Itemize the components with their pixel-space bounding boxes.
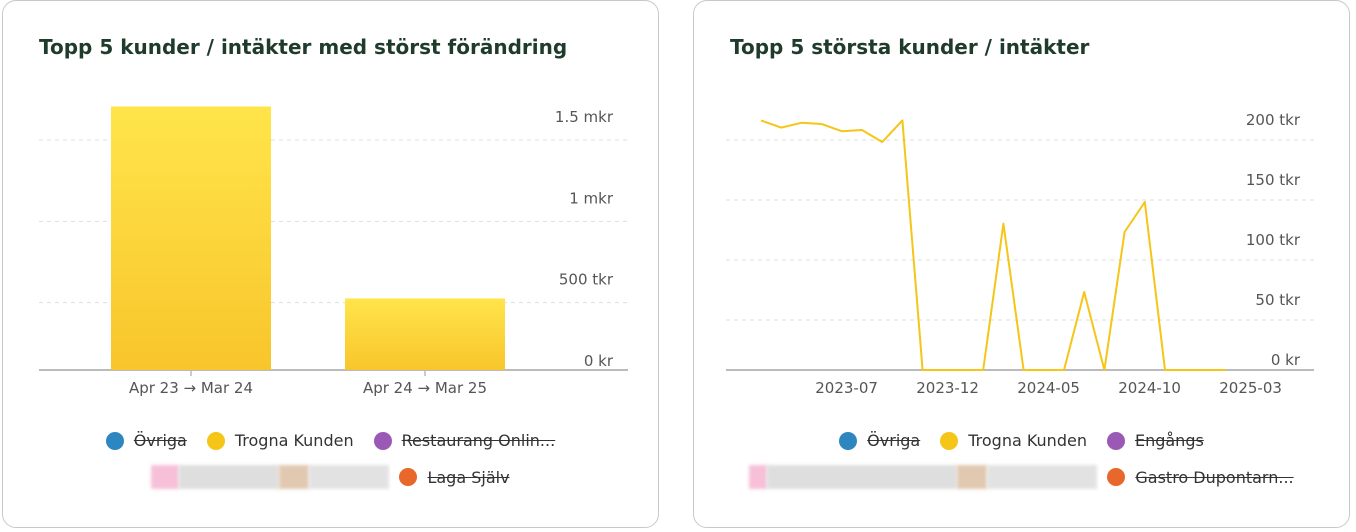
legend-label: Laga Själv: [427, 467, 510, 487]
x-tick-label: Apr 23 → Mar 24: [129, 379, 253, 397]
bar-chart: 0 kr 500 tkr 1 mkr 1.5 mkr Apr 23 → Mar 24 Ap…: [39, 106, 628, 397]
y-tick-label: 0 kr: [1271, 351, 1301, 369]
legend-label: Restaurang Onlin...: [401, 431, 556, 450]
legend-item-redacted[interactable]: [749, 465, 1098, 489]
y-tick-label: 1 mkr: [569, 189, 614, 207]
chart-card-largest: Topp 5 största kunder / intäkter 0 kr 50 …: [693, 0, 1350, 528]
redacted-block: [767, 465, 958, 489]
legend-dot: [1106, 431, 1125, 450]
legend-dot: [1107, 468, 1126, 486]
y-tick-label: 1.5 mkr: [555, 108, 614, 126]
chart-card-change: Topp 5 kunder / intäkter med störst förä…: [2, 0, 659, 528]
x-tick-label: 2023-07: [815, 379, 878, 397]
legend-item-trogna-kunden[interactable]: Trogna Kunden: [206, 431, 354, 450]
legend-dot: [839, 431, 858, 450]
y-tick-label: 500 tkr: [559, 271, 614, 289]
legend-label: Engångs: [1134, 431, 1204, 450]
chart-title: Topp 5 största kunder / intäkter: [730, 35, 1090, 59]
legend-item-ovriga[interactable]: Övriga: [105, 431, 187, 450]
legend-item-trogna-kunden[interactable]: Trogna Kunden: [940, 431, 1087, 450]
legend-item-gastro[interactable]: Gastro Dupontarn...: [1107, 467, 1294, 487]
legend-dot: [940, 431, 959, 450]
line-chart: 0 kr 50 tkr 100 tkr 150 tkr 200 tkr 2023-07 20…: [726, 111, 1314, 397]
legend-label: Gastro Dupontarn...: [1135, 467, 1294, 487]
redacted-block: [279, 465, 310, 489]
legend-label: Trogna Kunden: [234, 431, 354, 450]
redacted-block: [151, 465, 180, 489]
redacted-block: [749, 465, 768, 489]
x-tick-label: 2023-12: [916, 379, 979, 397]
legend-label: Övriga: [133, 431, 187, 450]
legend-item-laga-sjalv[interactable]: Laga Själv: [399, 467, 510, 487]
y-tick-label: 150 tkr: [1246, 171, 1301, 189]
legend-item-restaurang[interactable]: Restaurang Onlin...: [373, 431, 556, 450]
legend-dot: [206, 431, 225, 450]
legend-item-engangs[interactable]: Engångs: [1106, 431, 1204, 450]
x-tick-label: 2024-10: [1118, 379, 1181, 397]
redacted-block: [957, 465, 988, 489]
legend-label: Trogna Kunden: [968, 431, 1087, 450]
legend-item-redacted[interactable]: [151, 465, 390, 489]
y-tick-label: 100 tkr: [1246, 231, 1301, 249]
legend-label: Övriga: [867, 431, 921, 450]
bar: [345, 298, 505, 370]
chart-title: Topp 5 kunder / intäkter med störst förä…: [39, 35, 568, 59]
x-tick-label: Apr 24 → Mar 25: [363, 379, 487, 397]
x-tick-label: 2025-03: [1219, 379, 1282, 397]
y-tick-label: 0 kr: [584, 352, 614, 370]
legend-item-ovriga[interactable]: Övriga: [839, 431, 920, 450]
legend-dot: [105, 431, 124, 450]
bar: [111, 106, 271, 370]
series-line: [760, 119, 1226, 371]
redacted-block: [987, 465, 1098, 489]
x-tick-label: 2024-05: [1017, 379, 1080, 397]
redacted-block: [179, 465, 280, 489]
y-tick-label: 50 tkr: [1255, 291, 1300, 309]
redacted-block: [309, 465, 390, 489]
legend-dot: [399, 468, 418, 486]
y-tick-label: 200 tkr: [1246, 111, 1301, 129]
legend-dot: [373, 431, 392, 450]
